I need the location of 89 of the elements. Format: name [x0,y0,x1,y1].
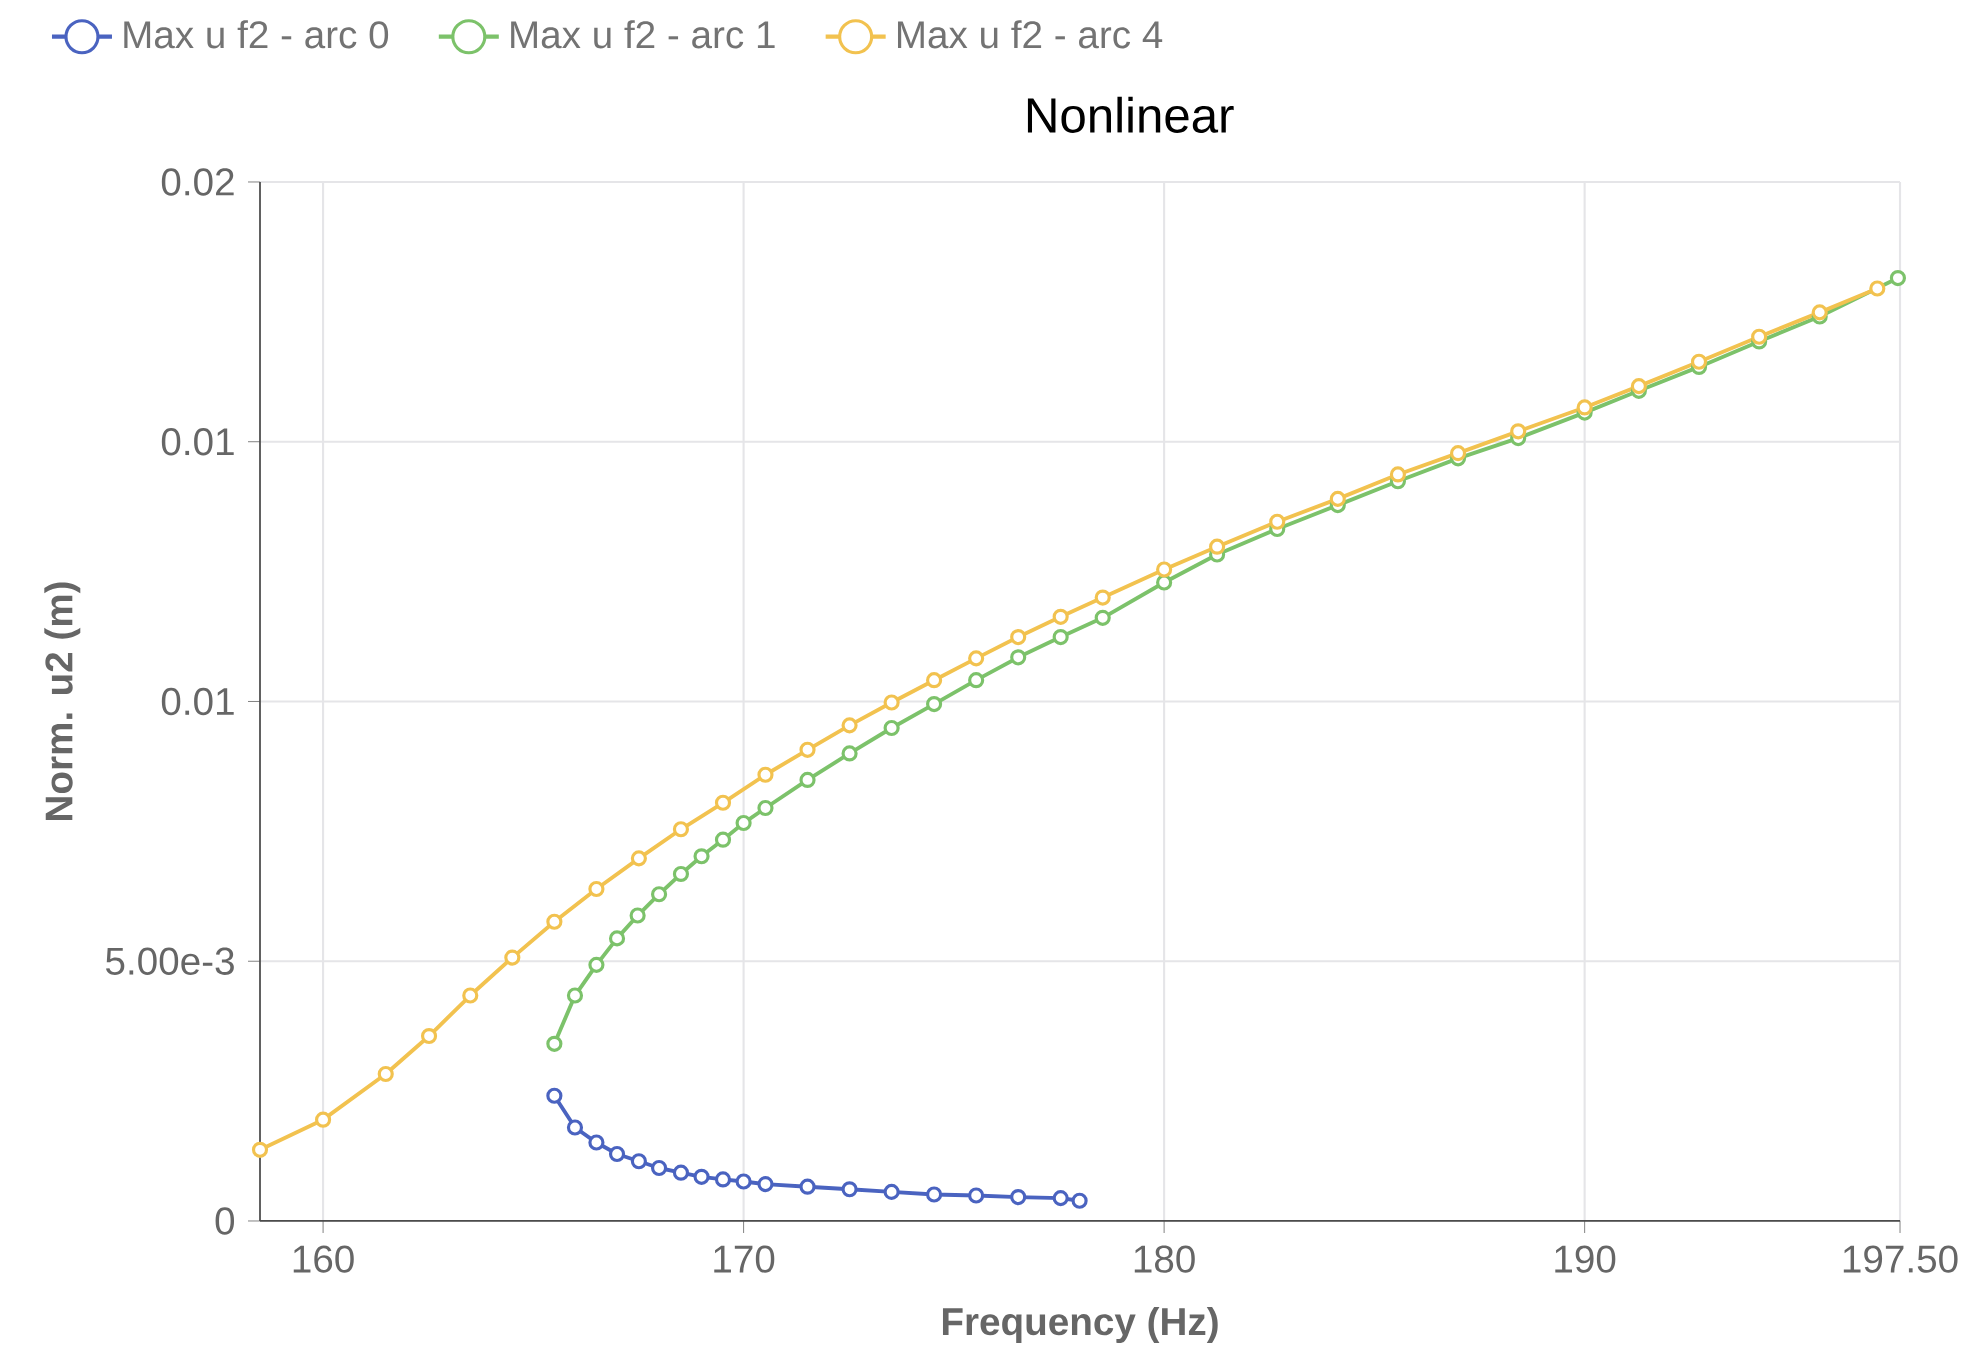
point [968,672,985,689]
point [504,949,521,966]
legend-label: Max u f2 - arc 4 [897,20,1163,49]
point [630,1153,647,1170]
point [1010,1189,1027,1206]
point [1269,513,1286,530]
point [735,814,752,832]
point [1889,270,1907,287]
point [841,745,858,762]
point [1690,353,1708,370]
y-tick-label: 5.00e-3 [106,947,234,975]
point [799,741,816,758]
point [546,1035,563,1052]
point [968,650,985,667]
point [1811,304,1828,321]
point [1010,628,1027,646]
point [651,886,668,903]
point [251,1141,269,1158]
x-axis-title: Frequency (Hz) [942,1306,1218,1343]
x-tick-label: 197.50 [1843,1245,1958,1273]
point [926,672,943,689]
point [968,1187,985,1204]
point [757,766,774,783]
point [630,850,647,867]
point [608,930,626,947]
point [714,831,732,848]
point [315,1111,332,1128]
x-tick-label: 190 [1555,1245,1616,1273]
point [651,1159,668,1177]
point [693,848,710,865]
point [1052,1190,1069,1207]
point [1094,609,1111,626]
x-tick-label: 170 [714,1245,775,1273]
point [672,821,690,838]
point [799,771,816,788]
point [588,956,605,973]
point [629,907,646,924]
point [926,1186,943,1203]
y-tick-label: 0.01 [161,428,234,456]
point [799,1178,816,1195]
point [1052,628,1069,646]
point [672,1164,690,1181]
point [757,799,774,817]
point [1094,589,1111,606]
point [1071,1192,1088,1209]
point [546,913,563,930]
point [672,865,690,883]
point [926,696,943,713]
point [1389,466,1406,483]
point [714,794,732,811]
point [1329,490,1346,507]
x-tick-label: 180 [1134,1245,1195,1273]
point [1630,378,1647,395]
legend-label: Max u f2 - arc 1 [511,20,775,49]
point [1510,423,1527,440]
point [1576,399,1593,416]
point [377,1065,394,1083]
point [693,1168,710,1185]
point [1209,538,1226,555]
point [883,1183,900,1200]
point [588,880,605,898]
point [1156,574,1173,591]
point [1449,445,1467,462]
point [1052,608,1069,625]
point [608,1145,626,1163]
point [462,987,479,1004]
point [1156,561,1173,578]
point [1751,328,1768,345]
point [546,1087,563,1104]
point [588,1134,605,1151]
point [566,1119,584,1136]
chart-title: Nonlinear [1027,96,1234,133]
y-axis-title: Norm. u2 (m) [44,582,81,820]
x-tick-label: 160 [293,1245,354,1273]
point [841,1181,858,1198]
legend-label: Max u f2 - arc 0 [124,20,389,49]
point [1869,280,1886,297]
point [883,694,900,711]
point [1010,649,1027,666]
point [714,1171,732,1188]
y-tick-label: 0.02 [161,168,234,196]
y-tick-label: 0 [215,1207,235,1235]
point [735,1173,752,1190]
point [566,987,584,1004]
point [420,1027,438,1045]
point [757,1176,774,1193]
point [841,717,858,734]
y-tick-label: 0.01 [161,687,234,716]
point [883,719,900,737]
